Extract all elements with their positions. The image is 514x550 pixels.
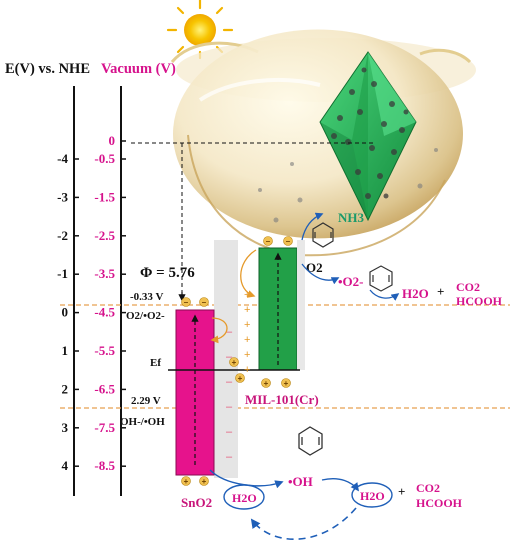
plus-sign-bottom: + — [398, 484, 405, 499]
mil-transfer-arrow — [240, 249, 257, 298]
water-product-ellipse — [351, 482, 393, 508]
svg-text:+: + — [264, 379, 269, 388]
sno2-label: SnO2 — [181, 495, 212, 510]
octahedron-crystal — [319, 51, 417, 222]
o2-potential-label: -0.33 V — [130, 291, 163, 303]
hydroxyl-radical-label: •OH — [288, 474, 313, 489]
nhe-tick-label: -3 — [57, 189, 68, 204]
mil-label: MIL-101(Cr) — [245, 392, 319, 407]
vacuum-tick-label: -6.5 — [94, 381, 115, 396]
vacuum-tick-label: -7.5 — [94, 420, 115, 435]
svg-text:–: – — [226, 451, 233, 463]
nhe-axis-ticks: -4 -3 -2 -1 0 1 2 3 4 — [57, 151, 79, 473]
oh-potential-label: 2.29 V — [131, 395, 161, 407]
nhe-tick-label: -2 — [57, 228, 68, 243]
vacuum-tick-label: -3.5 — [94, 266, 115, 281]
vacuum-tick-label: -4.5 — [94, 305, 115, 320]
svg-text:+: + — [244, 319, 250, 331]
mil-band-shadow — [297, 240, 305, 370]
svg-text:+: + — [284, 379, 289, 388]
nhe-tick-label: 1 — [62, 343, 69, 358]
svg-text:–: – — [226, 351, 233, 363]
oh-couple-label: OH-/•OH — [120, 416, 165, 428]
electron-hole-markers: – – + + – – + + + + — [181, 236, 293, 486]
superoxide-label: •O2- — [338, 274, 364, 289]
svg-text:–: – — [286, 237, 291, 246]
aniline-molecule-icon — [312, 222, 334, 248]
svg-text:+: + — [238, 374, 243, 383]
co2-product-top: CO2 — [456, 280, 480, 294]
work-function-label: Φ = 5.76 — [140, 265, 195, 281]
vacuum-tick-label: -8.5 — [94, 458, 115, 473]
co2-product-bottom: CO2 — [416, 481, 440, 495]
plus-sign-top: + — [437, 284, 444, 299]
o2-couple-label: O2/•O2- — [126, 310, 165, 322]
svg-text:–: – — [226, 426, 233, 438]
svg-text:–: – — [226, 326, 233, 338]
electron-transfer-arrow — [210, 317, 228, 344]
hcooh-product-bottom: HCOOH — [416, 496, 463, 510]
nhe-tick-label: -1 — [57, 266, 68, 281]
vacuum-tick-label: -2.5 — [94, 228, 115, 243]
vacuum-tick-label: -0.5 — [94, 151, 115, 166]
svg-text:+: + — [244, 364, 250, 376]
nhe-tick-label: 2 — [62, 381, 69, 396]
mof-bubble-illustration — [170, 29, 476, 257]
water-product-bottom-label: H2O — [360, 489, 385, 503]
vacuum-tick-label: -1.5 — [94, 189, 115, 204]
svg-text:–: – — [184, 298, 189, 307]
svg-text:+: + — [244, 289, 250, 301]
svg-text:–: – — [266, 237, 271, 246]
water-product-label: H2O — [402, 286, 429, 301]
svg-text:+: + — [244, 349, 250, 361]
pyridine-bottom-molecule-icon — [298, 426, 323, 456]
o2-label: O2 — [306, 260, 323, 275]
o2-reduction-arrow — [301, 263, 340, 285]
svg-text:+: + — [202, 477, 207, 486]
fermi-level-label: Ef — [150, 357, 161, 369]
sun-icon — [166, 0, 234, 60]
vacuum-axis-title: Vacuum (V) — [101, 61, 176, 77]
nh3-label: NH3 — [338, 210, 365, 225]
nhe-tick-label: 0 — [62, 305, 69, 320]
vacuum-tick-label: 0 — [109, 133, 116, 148]
hydroxyl-attack-arrow — [321, 478, 360, 492]
nhe-tick-label: 3 — [62, 420, 69, 435]
vacuum-axis-ticks: 0 -0.5 -1.5 -2.5 -3.5 -4.5 -5.5 -6.5 -7.5 -8.5 — [94, 133, 126, 473]
reduction-arrow-to-molecule — [301, 212, 324, 241]
svg-text:+: + — [184, 477, 189, 486]
nhe-axis-title: E(V) vs. NHE — [5, 61, 90, 77]
water-reactant-label: H2O — [232, 491, 257, 505]
water-oxidation-arrow — [209, 469, 284, 489]
nhe-tick-label: -4 — [57, 151, 68, 166]
vacuum-tick-label: -5.5 — [94, 343, 115, 358]
svg-text:+: + — [244, 304, 250, 316]
svg-text:–: – — [226, 401, 233, 413]
pyridine-degradation-arrow — [369, 289, 400, 301]
pyridine-molecule-icon — [369, 265, 393, 292]
svg-text:–: – — [226, 376, 233, 388]
hcooh-product-top: HCOOH — [456, 294, 503, 308]
nhe-tick-label: 4 — [62, 458, 69, 473]
svg-text:–: – — [202, 298, 207, 307]
svg-text:+: + — [244, 334, 250, 346]
water-cycle-dashed-arrow — [250, 507, 357, 540]
svg-text:+: + — [232, 358, 237, 367]
